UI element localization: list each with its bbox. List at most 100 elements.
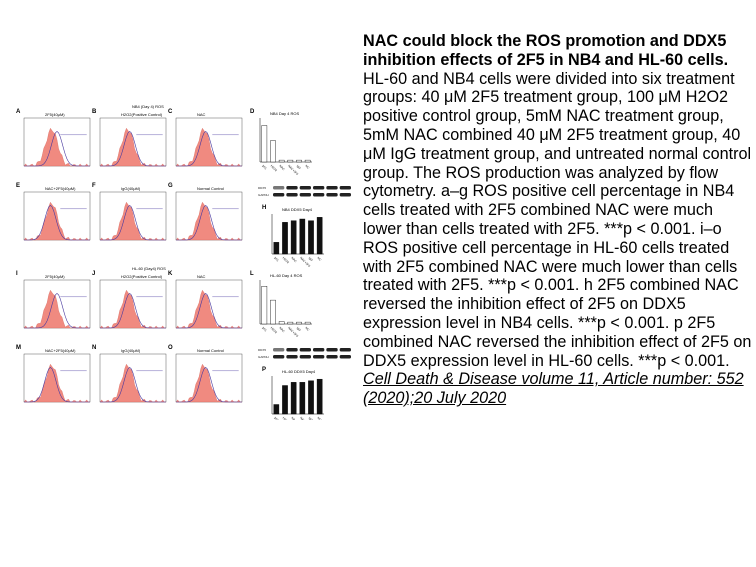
bar — [296, 321, 302, 325]
histogram-blue — [176, 367, 242, 403]
histogram-panel: N IgG(40μM) — [92, 345, 167, 403]
bar — [308, 220, 314, 255]
tick-label: NAC+2F5 — [299, 416, 311, 420]
histogram-panel: I 2F5(40μM) — [16, 271, 91, 329]
tick-label: 2F5 — [273, 256, 280, 263]
histogram-panel: O Normal Control — [168, 345, 243, 403]
histogram-panel: M NAC+2F5(40μM) — [16, 345, 91, 403]
blot-band — [326, 193, 338, 197]
blot-band — [286, 186, 298, 190]
western-blot-p: DDX5 GAPDH — [258, 348, 351, 359]
panel-letter: E — [16, 183, 20, 189]
blot-band — [286, 348, 298, 352]
bar — [270, 140, 276, 163]
bar — [261, 125, 268, 163]
panel-letter: G — [168, 183, 173, 189]
tick-label: H2O2 — [282, 416, 291, 420]
bar — [296, 159, 302, 163]
histogram-blue — [24, 131, 90, 167]
panel-letter: J — [92, 271, 95, 277]
panel-letter: M — [16, 345, 21, 351]
panel-letter: I — [16, 271, 18, 277]
panel-letter: B — [92, 109, 97, 115]
citation-link[interactable]: Cell Death & Disease volume 11, Article … — [363, 370, 744, 408]
blot-band — [273, 355, 285, 359]
histogram-blue — [176, 205, 242, 241]
panel-title: NAC+2F5(40μM) — [45, 186, 76, 191]
panel-letter: C — [168, 109, 173, 115]
histogram-panel: K NAC — [168, 271, 243, 329]
panel-title: NAC — [197, 274, 206, 279]
panel-title: H2O2(Positive Control) — [121, 274, 163, 279]
histogram-blue — [100, 293, 166, 329]
bottom-group-title: HL-60 (Day4) ROS — [132, 266, 166, 271]
histogram-red — [99, 127, 166, 167]
histogram-red — [23, 363, 90, 403]
caption-body: HL-60 and NB4 cells were divided into si… — [363, 69, 752, 370]
blot-band — [273, 348, 285, 352]
histogram-blue — [24, 205, 90, 241]
histogram-blue — [100, 367, 166, 403]
bar — [290, 382, 297, 415]
blot-label: DDX5 — [258, 348, 266, 352]
histogram-red — [23, 289, 90, 329]
panel-title: 2F5(40μM) — [45, 112, 65, 117]
panel-letter: H — [262, 205, 266, 211]
bar — [316, 217, 323, 255]
panel-title: NAC — [197, 112, 206, 117]
histogram-panel: F IgG(40μM) — [92, 183, 167, 241]
blot-band — [286, 193, 298, 197]
bar — [273, 404, 280, 415]
bar — [282, 222, 288, 255]
tick-label: H2O2 — [270, 326, 279, 335]
panel-title: H2O2(Positive Control) — [121, 112, 163, 117]
panel-title: 2F5(40μM) — [45, 274, 65, 279]
panel-title: HL-60 DDX5 Day4 — [282, 369, 316, 374]
histogram-blue — [176, 131, 242, 167]
caption-title: NAC could block the ROS promotion and DD… — [363, 32, 729, 69]
panel-title: Normal Control — [197, 186, 224, 191]
tick-label: H2O2 — [282, 256, 291, 265]
blot-band — [273, 186, 285, 190]
caption: NAC could block the ROS promotion and DD… — [363, 32, 753, 408]
tick-label: IgG — [296, 326, 303, 333]
histogram-red — [175, 201, 242, 241]
histogram-red — [175, 289, 242, 329]
bar — [304, 321, 311, 325]
panel-letter: L — [250, 271, 254, 277]
bar — [316, 378, 323, 415]
bar — [299, 382, 306, 415]
bar — [304, 159, 311, 163]
bar — [278, 159, 285, 163]
blot-band — [313, 355, 325, 359]
panel-letter: K — [168, 271, 173, 277]
bar — [308, 380, 314, 415]
tick-label: IgG — [308, 256, 315, 263]
panel-title: Normal Control — [197, 348, 224, 353]
panel-title: NB4 DDX5 Day4 — [282, 207, 313, 212]
panel-title: IgG(40μM) — [121, 186, 141, 191]
histogram-blue — [100, 205, 166, 241]
panel-letter: P — [262, 367, 266, 373]
tick-label: IgG — [296, 164, 303, 171]
histogram-blue — [24, 367, 90, 403]
bar — [299, 218, 306, 255]
histogram-blue — [176, 293, 242, 329]
blot-band — [299, 186, 311, 190]
panel-title: IgG(40μM) — [121, 348, 141, 353]
panel-letter: A — [16, 109, 21, 115]
histogram-panel: G Normal Control — [168, 183, 243, 241]
histogram-panel: A 2F5(40μM) — [16, 109, 91, 167]
blot-band — [299, 348, 311, 352]
blot-band — [326, 186, 338, 190]
figure-panel: A 2F5(40μM) B H2O2(Positive Control) C NAC E NA… — [16, 104, 351, 420]
histogram-blue — [100, 131, 166, 167]
bar — [261, 286, 268, 325]
histogram-panel: J H2O2(Positive Control) — [92, 271, 167, 329]
panel-letter: F — [92, 183, 96, 189]
blot-band — [339, 348, 351, 352]
